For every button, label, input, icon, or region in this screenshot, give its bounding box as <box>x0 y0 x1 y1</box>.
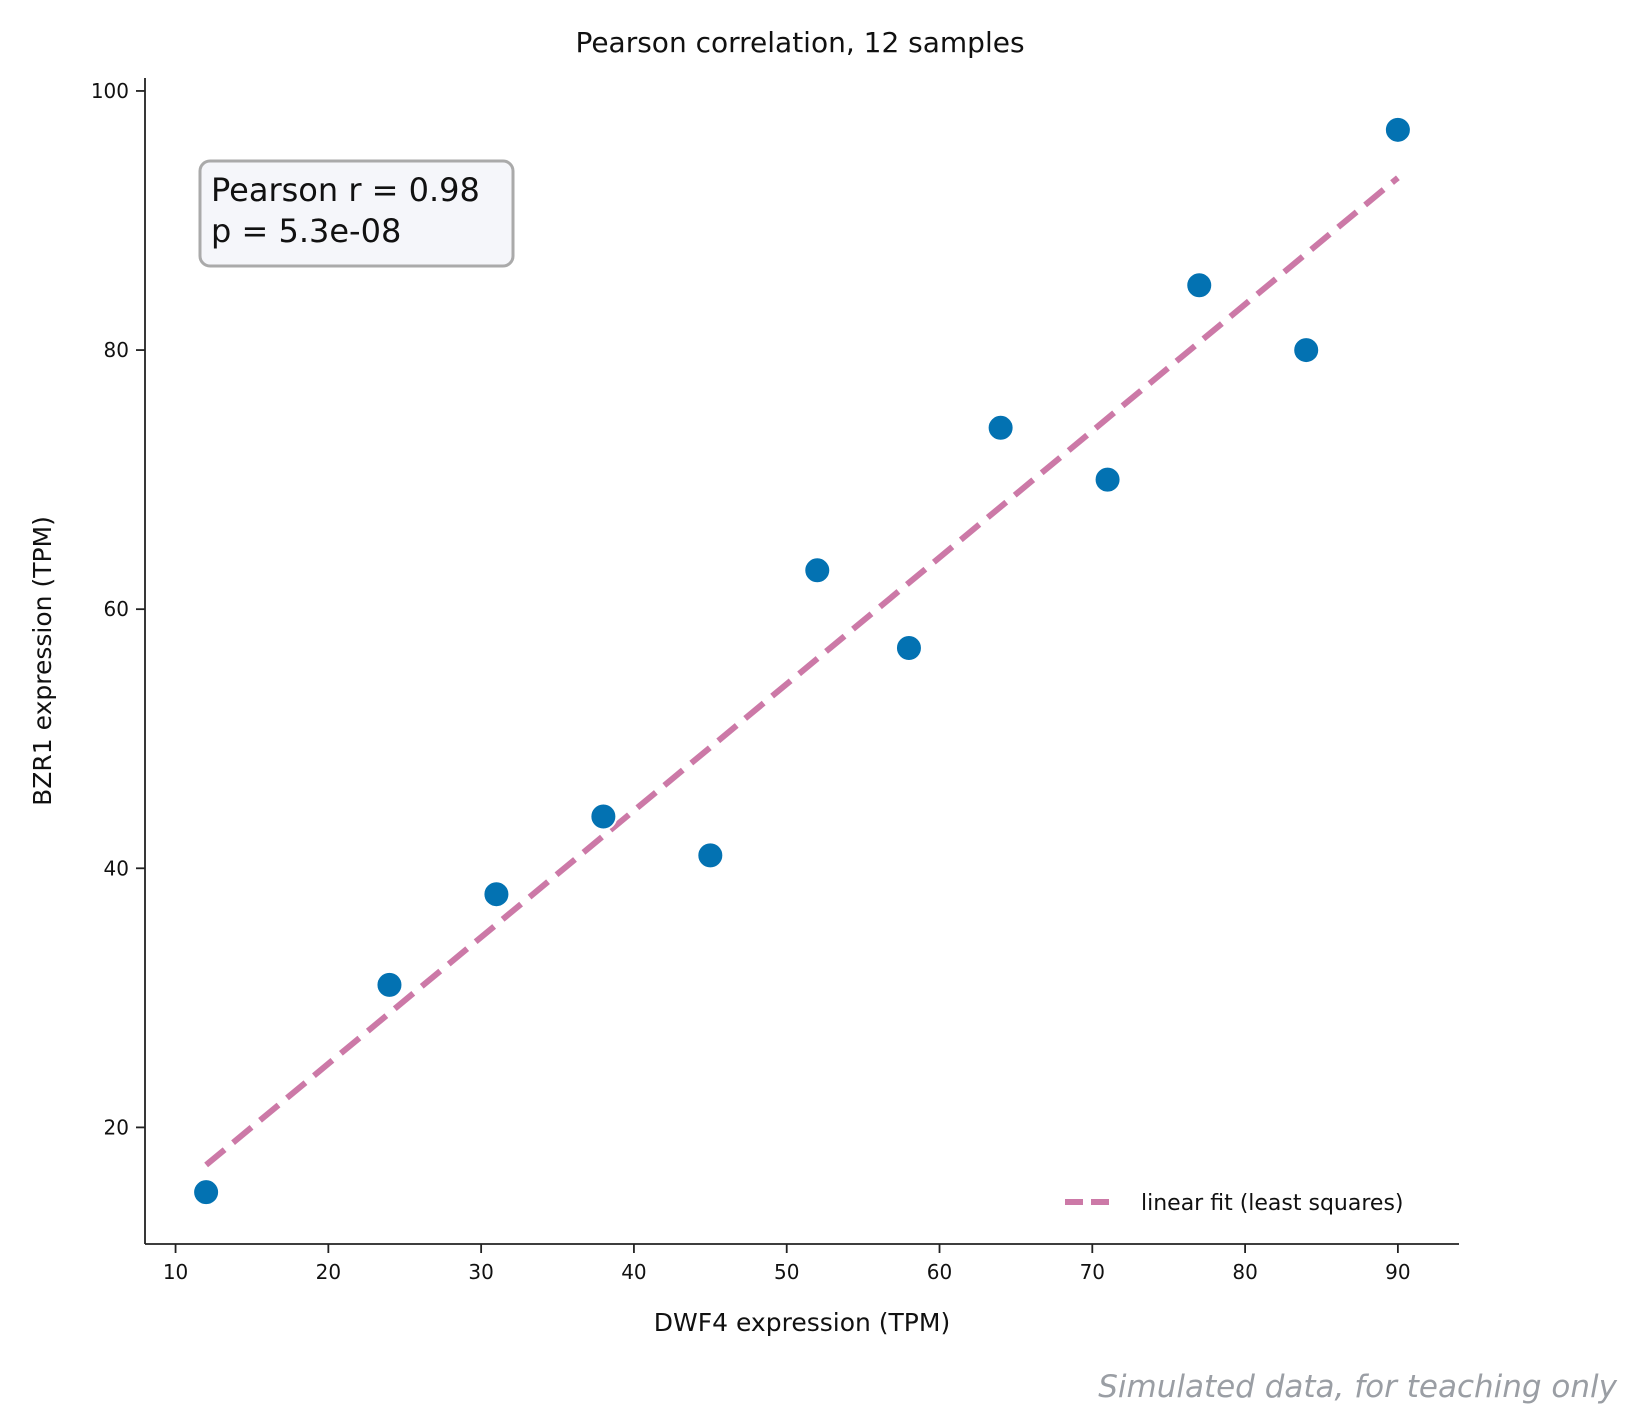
scatter-point <box>803 556 832 585</box>
x-tick-label: 20 <box>316 1260 341 1284</box>
scatter-point <box>1185 271 1214 300</box>
y-tick-label: 100 <box>91 79 129 103</box>
x-tick-label: 80 <box>1232 1260 1257 1284</box>
scatter-point <box>1383 115 1412 144</box>
x-tick-label: 30 <box>468 1260 493 1284</box>
scatter-point <box>375 970 404 999</box>
scatter-point <box>1093 465 1122 494</box>
y-tick-label: 80 <box>104 338 129 362</box>
y-axis-label: BZR1 expression (TPM) <box>28 516 57 806</box>
chart-title: Pearson correlation, 12 samples <box>575 26 1024 59</box>
stats-p-text: p = 5.3e-08 <box>211 212 401 250</box>
footnote: Simulated data, for teaching only <box>1098 1369 1617 1405</box>
x-tick-label: 10 <box>163 1260 188 1284</box>
x-tick-label: 70 <box>1080 1260 1105 1284</box>
scatter-point <box>696 841 725 870</box>
stats-box: Pearson r = 0.98 p = 5.3e-08 <box>198 159 515 268</box>
legend-label-fit-line: linear fit (least squares) <box>1141 1191 1404 1216</box>
scatter-point <box>1292 336 1321 365</box>
y-tick-label: 20 <box>104 1115 129 1139</box>
scatter-point <box>894 634 923 663</box>
x-tick-label: 40 <box>621 1260 646 1284</box>
x-tick-label: 90 <box>1385 1260 1410 1284</box>
scatter-point <box>482 880 511 909</box>
ticks-layer: 10 20 30 40 50 60 70 80 90 20 40 60 80 100 <box>91 79 1411 1284</box>
points-layer <box>192 115 1412 1207</box>
stats-box-frame <box>198 159 515 268</box>
scatter-point <box>986 413 1015 442</box>
scatter-point <box>589 802 618 831</box>
y-tick-label: 40 <box>104 856 129 880</box>
legend: linear fit (least squares) <box>1065 1191 1404 1216</box>
fit-line <box>204 175 1400 1168</box>
x-tick-label: 50 <box>774 1260 799 1284</box>
stats-r-text: Pearson r = 0.98 <box>211 171 480 209</box>
x-tick-label: 60 <box>927 1260 952 1284</box>
x-axis-label: DWF4 expression (TPM) <box>654 1308 950 1337</box>
scatter-point <box>192 1178 221 1207</box>
y-tick-label: 60 <box>104 597 129 621</box>
